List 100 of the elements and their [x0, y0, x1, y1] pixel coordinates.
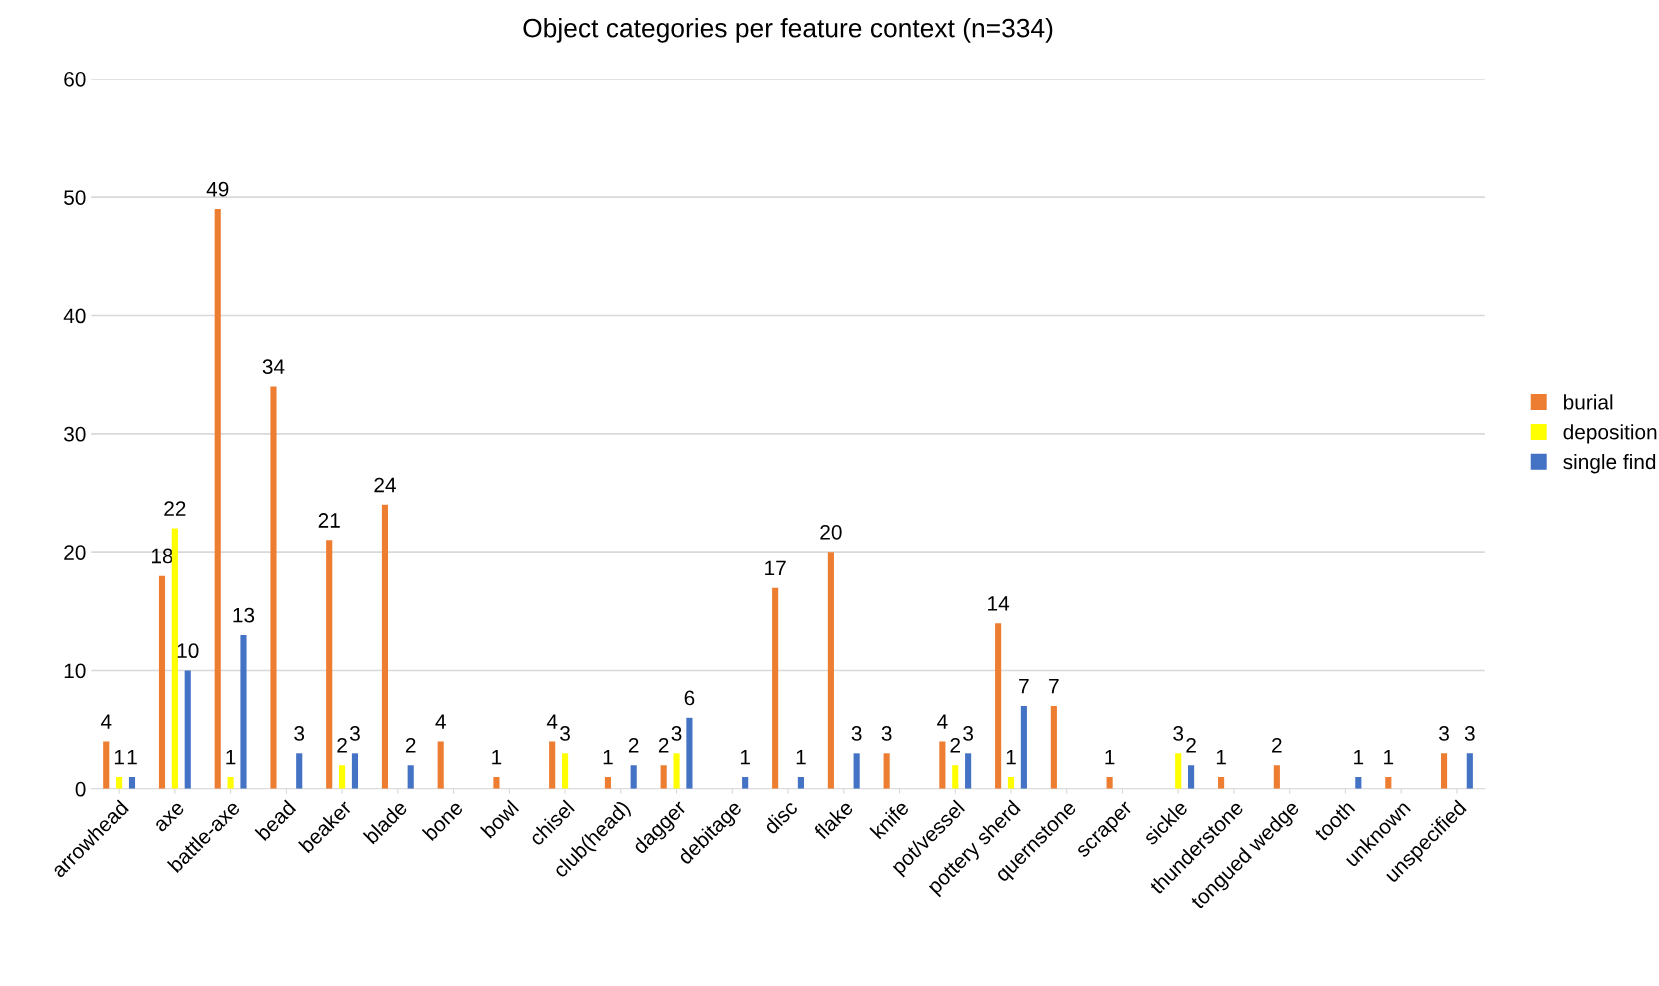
bar: [549, 741, 556, 789]
bar: [493, 776, 500, 789]
data-label: 3: [1439, 726, 1449, 741]
data-label: 2: [1186, 737, 1196, 753]
bar: [630, 765, 637, 789]
data-label: 1: [1384, 749, 1394, 765]
data-label: 3: [294, 726, 305, 741]
bar: [103, 741, 110, 789]
bar: [939, 741, 946, 789]
data-label: 2: [1272, 737, 1282, 753]
bar: [1106, 776, 1113, 789]
y-tick-label: 30: [64, 426, 86, 442]
bar: [270, 386, 277, 789]
data-label: 1: [1354, 749, 1364, 765]
data-label: 1: [1105, 749, 1115, 765]
data-label: 17: [765, 560, 786, 575]
data-label: 1: [796, 749, 806, 765]
bar: [351, 753, 359, 789]
bar: [772, 587, 779, 789]
y-tick-label: 60: [64, 71, 86, 87]
data-label: 2: [950, 737, 960, 753]
bar: [339, 765, 346, 789]
bar: [240, 634, 247, 789]
data-label: 22: [164, 501, 186, 516]
data-label: 3: [349, 726, 360, 741]
bar: [561, 753, 569, 789]
bar: [158, 575, 166, 789]
data-label: 7: [1049, 678, 1059, 694]
bar: [296, 753, 303, 789]
data-label: 1: [1006, 749, 1016, 765]
bar: [128, 776, 136, 789]
bar: [853, 753, 860, 789]
legend-label: burial: [1564, 394, 1613, 410]
x-tick-label: disc: [762, 798, 799, 835]
data-label: 18: [151, 548, 173, 564]
data-label: 21: [318, 513, 340, 528]
bar: [227, 776, 234, 789]
data-label: 3: [671, 726, 682, 741]
data-label: 3: [963, 726, 974, 741]
data-label: 1: [1216, 749, 1226, 765]
bar: [214, 209, 221, 789]
data-label: 34: [262, 359, 285, 375]
bar: [604, 776, 611, 789]
bar: [686, 717, 693, 789]
data-label: 2: [405, 737, 416, 753]
bar: [1385, 776, 1392, 789]
data-label: 4: [937, 714, 948, 729]
y-tick-label: 40: [63, 308, 86, 324]
data-label: 3: [1464, 726, 1475, 741]
y-tick-label: 0: [75, 781, 86, 797]
data-label: 7: [1019, 678, 1029, 694]
data-label: 1: [740, 749, 750, 765]
data-label: 2: [658, 737, 669, 753]
data-label: 6: [684, 690, 695, 706]
data-label: 4: [546, 714, 558, 729]
bar: [1273, 765, 1280, 789]
y-tick-label: 10: [64, 663, 86, 679]
data-label: 1: [492, 749, 502, 765]
chart-title: Object categories per feature context (n=334): [523, 18, 1053, 43]
bar: [883, 753, 890, 789]
data-label: 2: [337, 737, 347, 753]
data-label: 13: [233, 607, 255, 623]
data-label: 1: [114, 749, 124, 765]
data-label: 49: [206, 181, 229, 197]
bar: [1218, 776, 1225, 789]
data-label: 2: [628, 737, 639, 753]
bar: [116, 776, 123, 789]
data-label: 1: [603, 749, 613, 765]
bar: [184, 670, 191, 789]
bar: [1355, 776, 1362, 789]
bar: [1440, 753, 1448, 789]
y-tick-label: 20: [64, 545, 86, 560]
bar: [381, 504, 389, 789]
bar: [995, 623, 1002, 789]
bar: [407, 765, 414, 789]
data-label: 1: [226, 749, 236, 765]
bar: [326, 540, 333, 789]
data-label: 1: [127, 749, 137, 765]
bar: [1466, 753, 1473, 789]
data-label: 3: [1173, 726, 1184, 741]
bar: [660, 765, 667, 789]
bar: [1175, 753, 1182, 789]
bar: [742, 776, 749, 789]
bar: [965, 753, 972, 789]
y-tick-label: 50: [64, 190, 86, 205]
bar: [673, 753, 680, 789]
data-label: 3: [560, 726, 570, 741]
data-label: 14: [988, 596, 1010, 611]
bar: [1007, 776, 1015, 789]
bar: [1050, 705, 1057, 789]
bar: [797, 776, 804, 789]
bar: [437, 741, 444, 789]
data-label: 4: [100, 714, 112, 729]
bar: [1020, 705, 1027, 789]
bar: [1188, 765, 1195, 789]
data-label: 3: [881, 726, 892, 741]
legend-label: single find: [1563, 453, 1656, 474]
data-label: 4: [435, 714, 446, 729]
data-label: 24: [374, 477, 396, 493]
data-label: 20: [820, 524, 842, 540]
